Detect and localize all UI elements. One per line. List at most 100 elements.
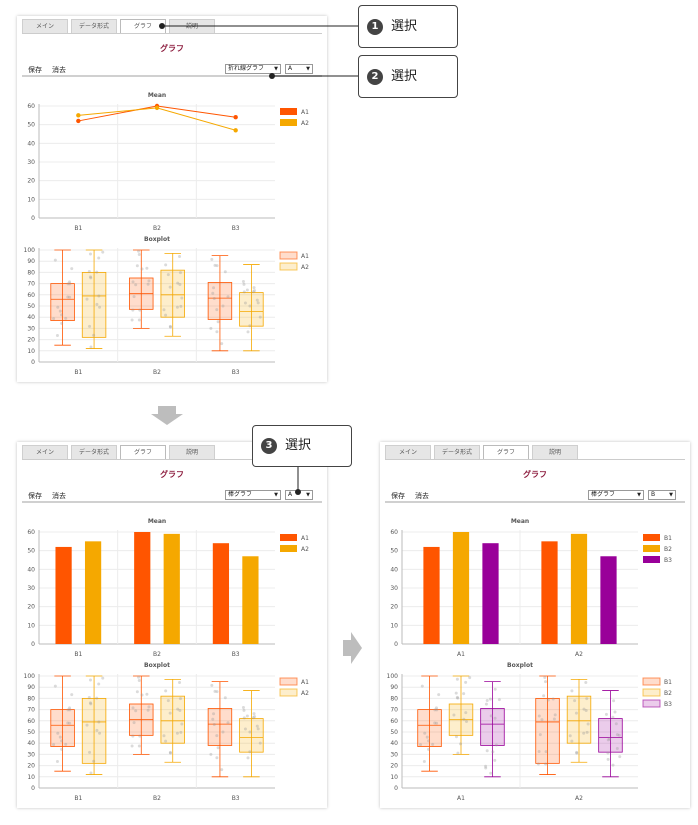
jitter-point	[433, 708, 437, 712]
jitter-point	[484, 766, 488, 770]
group-select-value: A	[288, 65, 293, 72]
graph-type-select[interactable]: 折れ線グラフ ▼	[225, 64, 281, 74]
legend-label: B3	[664, 701, 672, 708]
legend-label: A2	[301, 264, 309, 271]
tab-main[interactable]: メイン	[385, 445, 431, 459]
jitter-point	[52, 317, 56, 321]
group-select[interactable]: A ▼	[285, 490, 313, 500]
y-tick-label: 70	[27, 707, 35, 714]
jitter-point	[455, 695, 459, 699]
graph-type-select-value: 折れ線グラフ	[228, 65, 265, 72]
step-number-3: 3	[261, 438, 277, 454]
jitter-point	[585, 730, 589, 734]
x-tick-label: B1	[74, 795, 82, 802]
legend-swatch	[279, 262, 298, 271]
box	[160, 269, 185, 318]
jitter-point	[68, 706, 72, 710]
jitter-point	[584, 708, 588, 712]
tab-data-format[interactable]: データ形式	[71, 445, 117, 459]
jitter-point	[134, 709, 138, 713]
jitter-point	[454, 735, 458, 739]
y-tick-label: 80	[27, 269, 35, 276]
y-tick-label: 80	[27, 695, 35, 702]
jitter-point	[540, 718, 544, 722]
tab-description[interactable]: 説明	[169, 445, 215, 459]
jitter-point	[582, 707, 586, 711]
x-tick-label: B2	[153, 225, 161, 232]
tab-graph[interactable]: グラフ	[120, 19, 166, 34]
jitter-point	[60, 739, 64, 743]
tab-main[interactable]: メイン	[22, 19, 68, 33]
tab-data-format[interactable]: データ形式	[71, 19, 117, 33]
jitter-point	[425, 735, 429, 739]
tab-main[interactable]: メイン	[22, 445, 68, 459]
boxplot-chart: Boxplot 0 10 20 30 40 50 60 70 80 90 100 B1 B2 B3 A1 A2	[24, 662, 310, 802]
jitter-point	[423, 731, 427, 735]
legend-swatch	[643, 534, 660, 541]
tab-data-format[interactable]: データ形式	[434, 445, 480, 459]
jitter-point	[64, 316, 68, 320]
jitter-point	[68, 721, 72, 725]
jitter-point	[618, 755, 622, 759]
jitter-point	[175, 305, 179, 309]
jitter-point	[544, 680, 548, 684]
save-button[interactable]: 保存	[28, 66, 42, 74]
jitter-point	[537, 714, 541, 718]
tab-graph[interactable]: グラフ	[483, 445, 529, 460]
save-button[interactable]: 保存	[28, 492, 42, 500]
jitter-point	[242, 282, 246, 286]
jitter-point	[134, 283, 138, 287]
callout-3-text: 選択	[285, 438, 312, 453]
tab-description[interactable]: 説明	[169, 19, 215, 33]
graph-type-select-value: 棒グラフ	[591, 491, 616, 498]
clear-button[interactable]: 消去	[415, 492, 429, 500]
jitter-point	[608, 737, 612, 741]
x-tick-label: A1	[457, 795, 465, 802]
legend-label: A2	[301, 120, 309, 127]
panel-bar-graph-a: メイン データ形式 グラフ 説明 グラフ 保存 消去 棒グラフ ▼ A ▼ Mean…	[17, 442, 327, 808]
step-number-1: 1	[367, 18, 383, 35]
jitter-point	[131, 734, 135, 738]
jitter-point	[137, 318, 141, 322]
x-tick-label: B2	[153, 651, 161, 658]
x-tick-label: B3	[232, 795, 240, 802]
tab-description[interactable]: 説明	[532, 445, 578, 459]
group-select[interactable]: A ▼	[285, 64, 313, 74]
jitter-point	[586, 722, 590, 726]
jitter-point	[147, 279, 151, 283]
jitter-point	[130, 318, 134, 322]
jitter-point	[88, 275, 92, 279]
jitter-point	[427, 739, 431, 743]
jitter-point	[87, 695, 91, 699]
y-tick-label: 60	[27, 529, 35, 536]
jitter-point	[427, 747, 431, 751]
down-arrow-icon	[151, 406, 183, 425]
jitter-point	[256, 727, 260, 731]
group-select[interactable]: B ▼	[648, 490, 676, 500]
jitter-point	[162, 308, 166, 312]
jitter-point	[493, 716, 497, 720]
step-number-2: 2	[367, 68, 383, 85]
bar	[242, 556, 259, 644]
tab-graph[interactable]: グラフ	[120, 445, 166, 460]
legend-swatch	[642, 699, 661, 708]
clear-button[interactable]: 消去	[52, 66, 66, 74]
jitter-point	[97, 720, 101, 724]
graph-type-select[interactable]: 棒グラフ ▼	[225, 490, 281, 500]
clear-button[interactable]: 消去	[52, 492, 66, 500]
jitter-point	[92, 333, 96, 337]
jitter-point	[146, 708, 150, 712]
jitter-point	[66, 295, 70, 299]
graph-type-select[interactable]: 棒グラフ ▼	[588, 490, 644, 500]
y-tick-label: 70	[27, 281, 35, 288]
jitter-point	[570, 689, 574, 693]
save-button[interactable]: 保存	[391, 492, 405, 500]
jitter-point	[543, 676, 547, 680]
box	[160, 695, 185, 744]
jitter-point	[251, 290, 255, 294]
callout-2-text: 選択	[391, 68, 418, 84]
jitter-point	[137, 249, 141, 253]
jitter-point	[538, 733, 542, 737]
box	[239, 292, 264, 327]
jitter-point	[210, 257, 214, 261]
